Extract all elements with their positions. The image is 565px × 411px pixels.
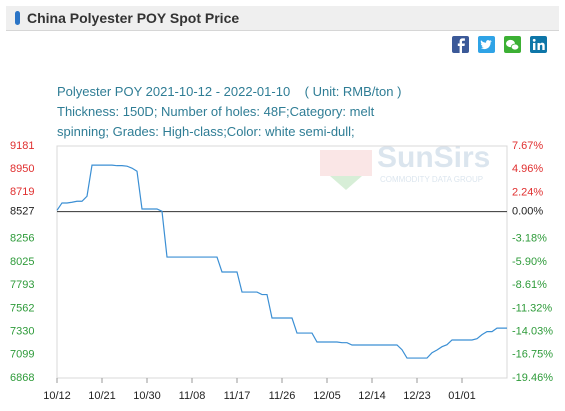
watermark: SunSirs COMMODITY DATA GROUP (320, 141, 490, 190)
y-tick-label: 8527 (10, 206, 34, 218)
y-tick-label: 8256 (10, 233, 34, 245)
y2-tick-label: 2.24% (512, 186, 543, 198)
x-tick-label: 11/17 (224, 390, 251, 402)
y2-tick-label: -11.32% (512, 302, 552, 314)
facebook-glyph (457, 38, 465, 53)
y-tick-label: 6868 (10, 372, 34, 384)
chart-title: Polyester POY 2021-10-12 - 2022-01-10 ( … (57, 84, 402, 99)
y2-tick-label: -14.03% (512, 325, 553, 337)
x-tick-label: 11/08 (179, 390, 206, 402)
y2-tick-label: -16.75% (512, 349, 553, 361)
chart-subtitle: Thickness: 150D; Number of holes: 48F;Ca… (57, 104, 375, 139)
x-tick-label: 10/21 (88, 390, 116, 402)
y-tick-label: 7099 (10, 349, 34, 361)
y-tick-label: 7793 (10, 279, 34, 291)
linkedin-glyph (537, 42, 545, 50)
y2-tick-label: 7.67% (512, 140, 543, 152)
x-tick-label: 11/26 (269, 390, 296, 402)
x-tick-label: 12/14 (358, 390, 386, 402)
page-title: China Polyester POY Spot Price (27, 10, 240, 26)
y-tick-label: 7330 (10, 326, 34, 338)
title-bar: China Polyester POY Spot Price (6, 6, 559, 31)
y2-tick-label: 4.96% (512, 163, 543, 175)
x-tick-label: 10/12 (43, 390, 71, 402)
y-tick-label: 8719 (10, 186, 34, 198)
y-tick-label: 8025 (10, 256, 34, 268)
y2-tick-label: -5.90% (512, 256, 547, 268)
price-line (56, 164, 507, 359)
x-tick-label: 12/23 (403, 390, 431, 402)
x-tick-label: 12/05 (313, 390, 341, 402)
watermark-logo (330, 176, 362, 190)
watermark-logo (320, 150, 372, 176)
x-tick-label: 01/01 (448, 390, 476, 402)
y2-tick-label: -19.46% (512, 372, 553, 384)
share-icons (452, 36, 547, 53)
y-tick-label: 9181 (10, 140, 34, 152)
y-tick-label: 8950 (10, 163, 34, 175)
linkedin-glyph (533, 43, 536, 50)
linkedin-glyph (532, 38, 536, 42)
title-icon (15, 11, 20, 25)
y-tick-label: 7562 (10, 302, 34, 314)
twitter-glyph (480, 40, 492, 50)
wechat-glyph (510, 43, 520, 51)
x-tick-label: 10/30 (133, 390, 161, 402)
y2-tick-label: -3.18% (512, 233, 547, 245)
watermark-tagline: COMMODITY DATA GROUP (380, 175, 483, 184)
y2-tick-label: -8.61% (512, 279, 547, 291)
y2-tick-label: 0.00% (512, 205, 543, 217)
